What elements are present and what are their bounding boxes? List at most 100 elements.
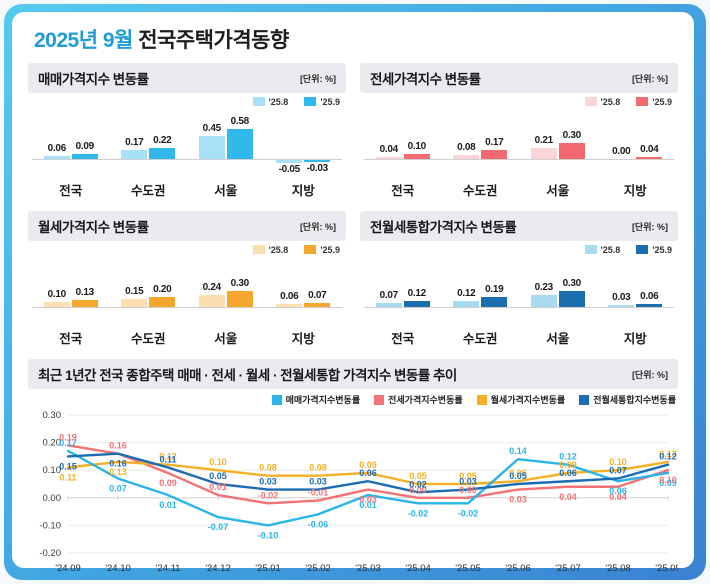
point-value-label: 0.10 [209,457,227,467]
x-tick-label: '25.03 [355,563,381,574]
y-tick-label: -0.10 [39,520,61,531]
trend-panel-title: 최근 1년간 전국 종합주택 매매 · 전세 · 월세 · 전월세통합 가격지수… [38,368,457,383]
bar-group-지방: 0.03 0.06 [597,255,675,325]
point-value-label: 0.04 [609,492,627,502]
point-value-label: 0.06 [609,486,627,496]
category-label: 전국 [59,184,83,198]
point-value-label: 0.01 [359,500,377,510]
category-label: 전국 [391,184,415,198]
category-label: 지방 [291,332,315,346]
point-value-label: 0.11 [159,454,176,464]
point-value-label: -0.06 [308,519,329,529]
x-tick-label: '24.11 [156,563,181,574]
bar-전국-curr [403,154,430,159]
bar-group-서울: 0.24 0.30 [187,255,265,325]
bar-value-label: 0.04 [379,144,399,155]
axis-baseline [32,159,342,160]
panel-title: 전세가격지수 변동률 [370,72,481,87]
bar-value-label: -0.03 [306,163,329,174]
category-row: 전국 수도권 서울 지방 [32,325,342,351]
bar-value-label: 0.30 [230,278,250,289]
panel-header: 매매가격지수 변동률 [단위: %] [28,63,346,93]
bar-panel-combined: 전월세통합가격지수 변동률 [단위: %] '25.8'25.9 0.07 0.12 0.… [360,211,678,351]
bar-group-전국: 0.10 0.13 [32,255,110,325]
page-title-month: 2025년 9월 [34,29,133,52]
point-value-label: 0.12 [559,452,577,462]
x-tick-label: '25.09 [655,563,678,574]
bar-value-label: 0.03 [612,292,631,303]
bar-서울-curr [226,291,253,307]
point-value-label: -0.02 [258,490,279,500]
bar-value-label: 0.08 [457,142,476,153]
trend-unit-label: [단위: %] [631,369,668,380]
trend-legend-item: 월세가격지수변동률 [476,393,565,406]
category-label: 수도권 [462,332,498,346]
point-value-label: 0.09 [359,460,377,470]
bar-group-지방: 0.00 0.04 [597,107,675,177]
bar-value-label: 0.17 [125,137,144,148]
bar-value-label: 0.13 [75,287,95,298]
category-label: 수도권 [462,184,498,198]
category-row: 전국 수도권 서울 지방 [32,177,342,203]
panel-legend: '25.8 '25.9 [360,93,678,107]
point-value-label: 0.03 [309,477,327,487]
category-label: 지방 [291,184,315,198]
legend-item: '25.8 [584,97,620,107]
trend-legend-item: 전월세통합지수변동률 [579,393,676,406]
bar-value-label: 0.07 [379,290,399,301]
trend-legend-item: 전세가격지수변동률 [374,393,463,406]
panel-unit-label: [단위: %] [299,73,336,84]
panel-title: 월세가격지수 변동률 [38,220,149,235]
bar-group-전국: 0.07 0.12 [364,255,442,325]
x-tick-label: '25.07 [555,563,581,574]
bar-전국-prev [375,303,402,307]
bar-value-label: 0.58 [230,116,250,127]
point-value-label: 0.17 [59,438,77,448]
legend-item: '25.8 [584,245,620,255]
point-value-label: -0.02 [458,508,479,518]
bar-value-label: 0.24 [202,282,222,293]
bar-수도권-prev [121,299,148,307]
point-value-label: 0.14 [509,446,527,456]
x-tick-label: '24.10 [105,563,131,574]
bar-group-서울: 0.45 0.58 [187,107,265,177]
report-card: 2025년 9월 전국주택가격동향 매매가격지수 변동률 [단위: %] '25.8… [12,12,694,574]
bar-수도권-prev [453,301,480,307]
point-value-label: 0.00 [409,485,427,495]
bar-chart-sale: 0.06 0.09 0.17 0.22 0.45 0.58 -0.05 -0.03 [32,107,342,177]
point-value-label: 0.05 [509,471,527,481]
category-row: 전국 수도권 서울 지방 [364,325,674,351]
bar-value-label: 0.17 [485,137,504,148]
bar-value-label: 0.30 [562,130,582,141]
point-value-label: 0.05 [459,471,477,481]
legend-swatch-icon [252,245,265,254]
trend-legend-item: 매매가격지수변동률 [271,393,360,406]
category-label: 수도권 [130,332,166,346]
bar-value-label: 0.06 [47,143,67,154]
legend-swatch-icon [304,245,317,254]
point-value-label: 0.07 [609,465,627,475]
legend-swatch-icon [584,97,597,106]
legend-item: '25.8 [252,245,288,255]
point-value-label: 0.04 [559,492,577,502]
bar-전국-prev [43,156,70,159]
trend-legend: 매매가격지수변동률 전세가격지수변동률 월세가격지수변동률 전월세통합지수변동률 [28,389,678,405]
bar-지방-prev [276,304,303,307]
panel-unit-label: [단위: %] [631,73,668,84]
legend-swatch-icon [584,245,597,254]
bar-서울-prev [530,295,557,307]
x-tick-label: '25.04 [405,563,431,574]
point-value-label: 0.09 [659,478,677,488]
bar-value-label: 0.10 [47,289,67,300]
bar-수도권-prev [453,155,480,159]
panel-header: 월세가격지수 변동률 [단위: %] [28,211,346,241]
panel-header: 전세가격지수 변동률 [단위: %] [360,63,678,93]
category-label: 전국 [391,332,415,346]
bar-value-label: 0.10 [407,141,427,152]
point-value-label: 0.05 [409,471,427,481]
bar-value-label: 0.04 [640,144,659,155]
point-value-label: 0.16 [109,441,127,451]
legend-swatch-icon [636,97,649,106]
bar-value-label: 0.19 [485,284,504,295]
x-tick-label: '24.09 [55,563,81,574]
